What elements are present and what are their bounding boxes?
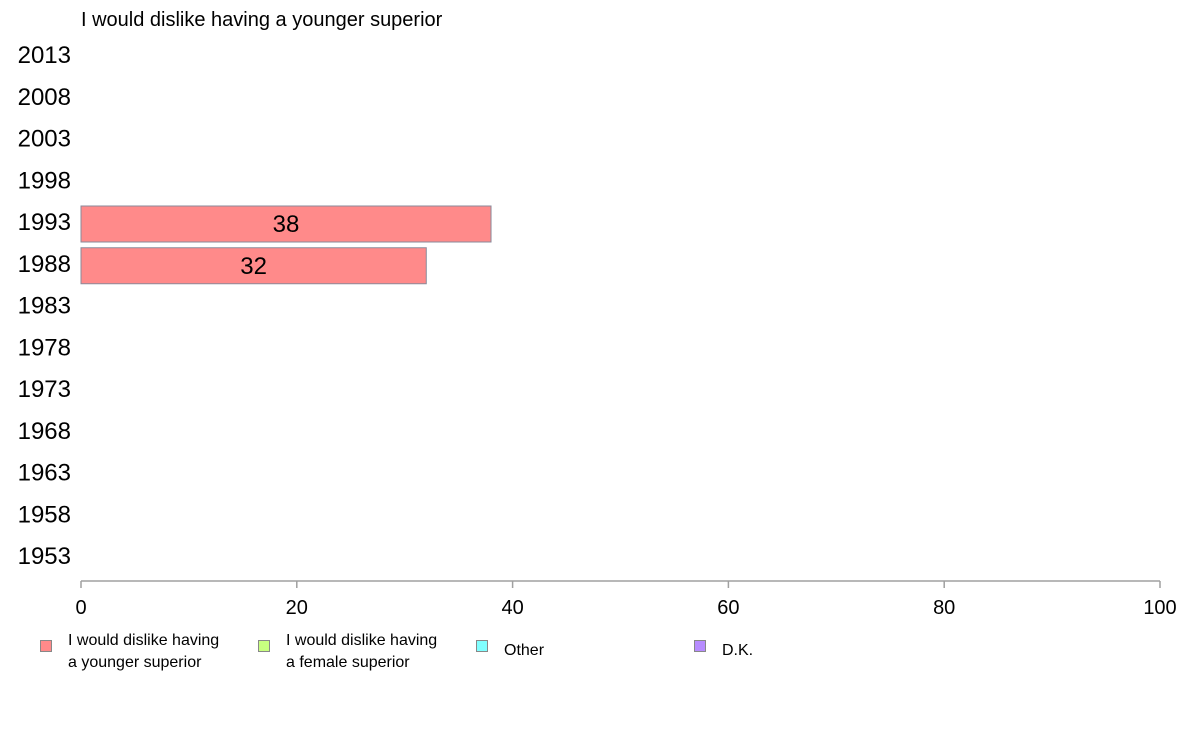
- y-tick-label: 2013: [18, 42, 71, 69]
- x-tick-label: 80: [933, 597, 955, 619]
- y-tick-label: 1988: [18, 251, 71, 278]
- chart-title: I would dislike having a younger superio…: [81, 9, 443, 31]
- bar-value-label: 38: [273, 211, 300, 238]
- y-tick-label: 2003: [18, 126, 71, 153]
- x-tick-label: 0: [75, 597, 86, 619]
- legend-label: D.K.: [722, 642, 754, 659]
- x-tick-label: 40: [501, 597, 523, 619]
- y-tick-label: 1953: [18, 543, 71, 570]
- legend-swatch: [476, 640, 488, 652]
- y-tick-label: 1983: [18, 293, 71, 320]
- y-axis-labels: 2013 2008 2003 1998 1993 1988 1983 1978 1973 1968…: [18, 42, 71, 570]
- legend-label: I would dislike having a female superior: [286, 632, 438, 671]
- legend-item: Other: [476, 630, 544, 662]
- x-tick-label: 100: [1143, 597, 1176, 619]
- legend-item: I would dislike having a female superior: [258, 630, 437, 674]
- bar: [80, 205, 492, 243]
- y-tick-label: 1993: [18, 209, 71, 236]
- legend-swatch: [258, 640, 270, 652]
- y-tick-label: 1963: [18, 460, 71, 487]
- x-axis: 0 20 40 60 80 100: [75, 580, 1177, 619]
- legend: I would dislike having a younger superio…: [0, 630, 1188, 680]
- y-tick-label: 2008: [18, 84, 71, 111]
- legend-swatch: [40, 640, 52, 652]
- y-tick-label: 1998: [18, 167, 71, 194]
- x-tick-label: 60: [717, 597, 739, 619]
- y-tick-label: 1968: [18, 418, 71, 445]
- legend-label: I would dislike having a younger superio…: [68, 632, 220, 671]
- bar-value-label: 32: [240, 253, 267, 280]
- legend-label: Other: [504, 642, 545, 659]
- legend-swatch: [694, 640, 706, 652]
- bar: [80, 247, 427, 285]
- y-tick-label: 1973: [18, 376, 71, 403]
- legend-item: I would dislike having a younger superio…: [40, 630, 219, 674]
- y-tick-label: 1978: [18, 334, 71, 361]
- legend-item: D.K.: [694, 630, 753, 662]
- x-tick-label: 20: [286, 597, 308, 619]
- y-tick-label: 1958: [18, 501, 71, 528]
